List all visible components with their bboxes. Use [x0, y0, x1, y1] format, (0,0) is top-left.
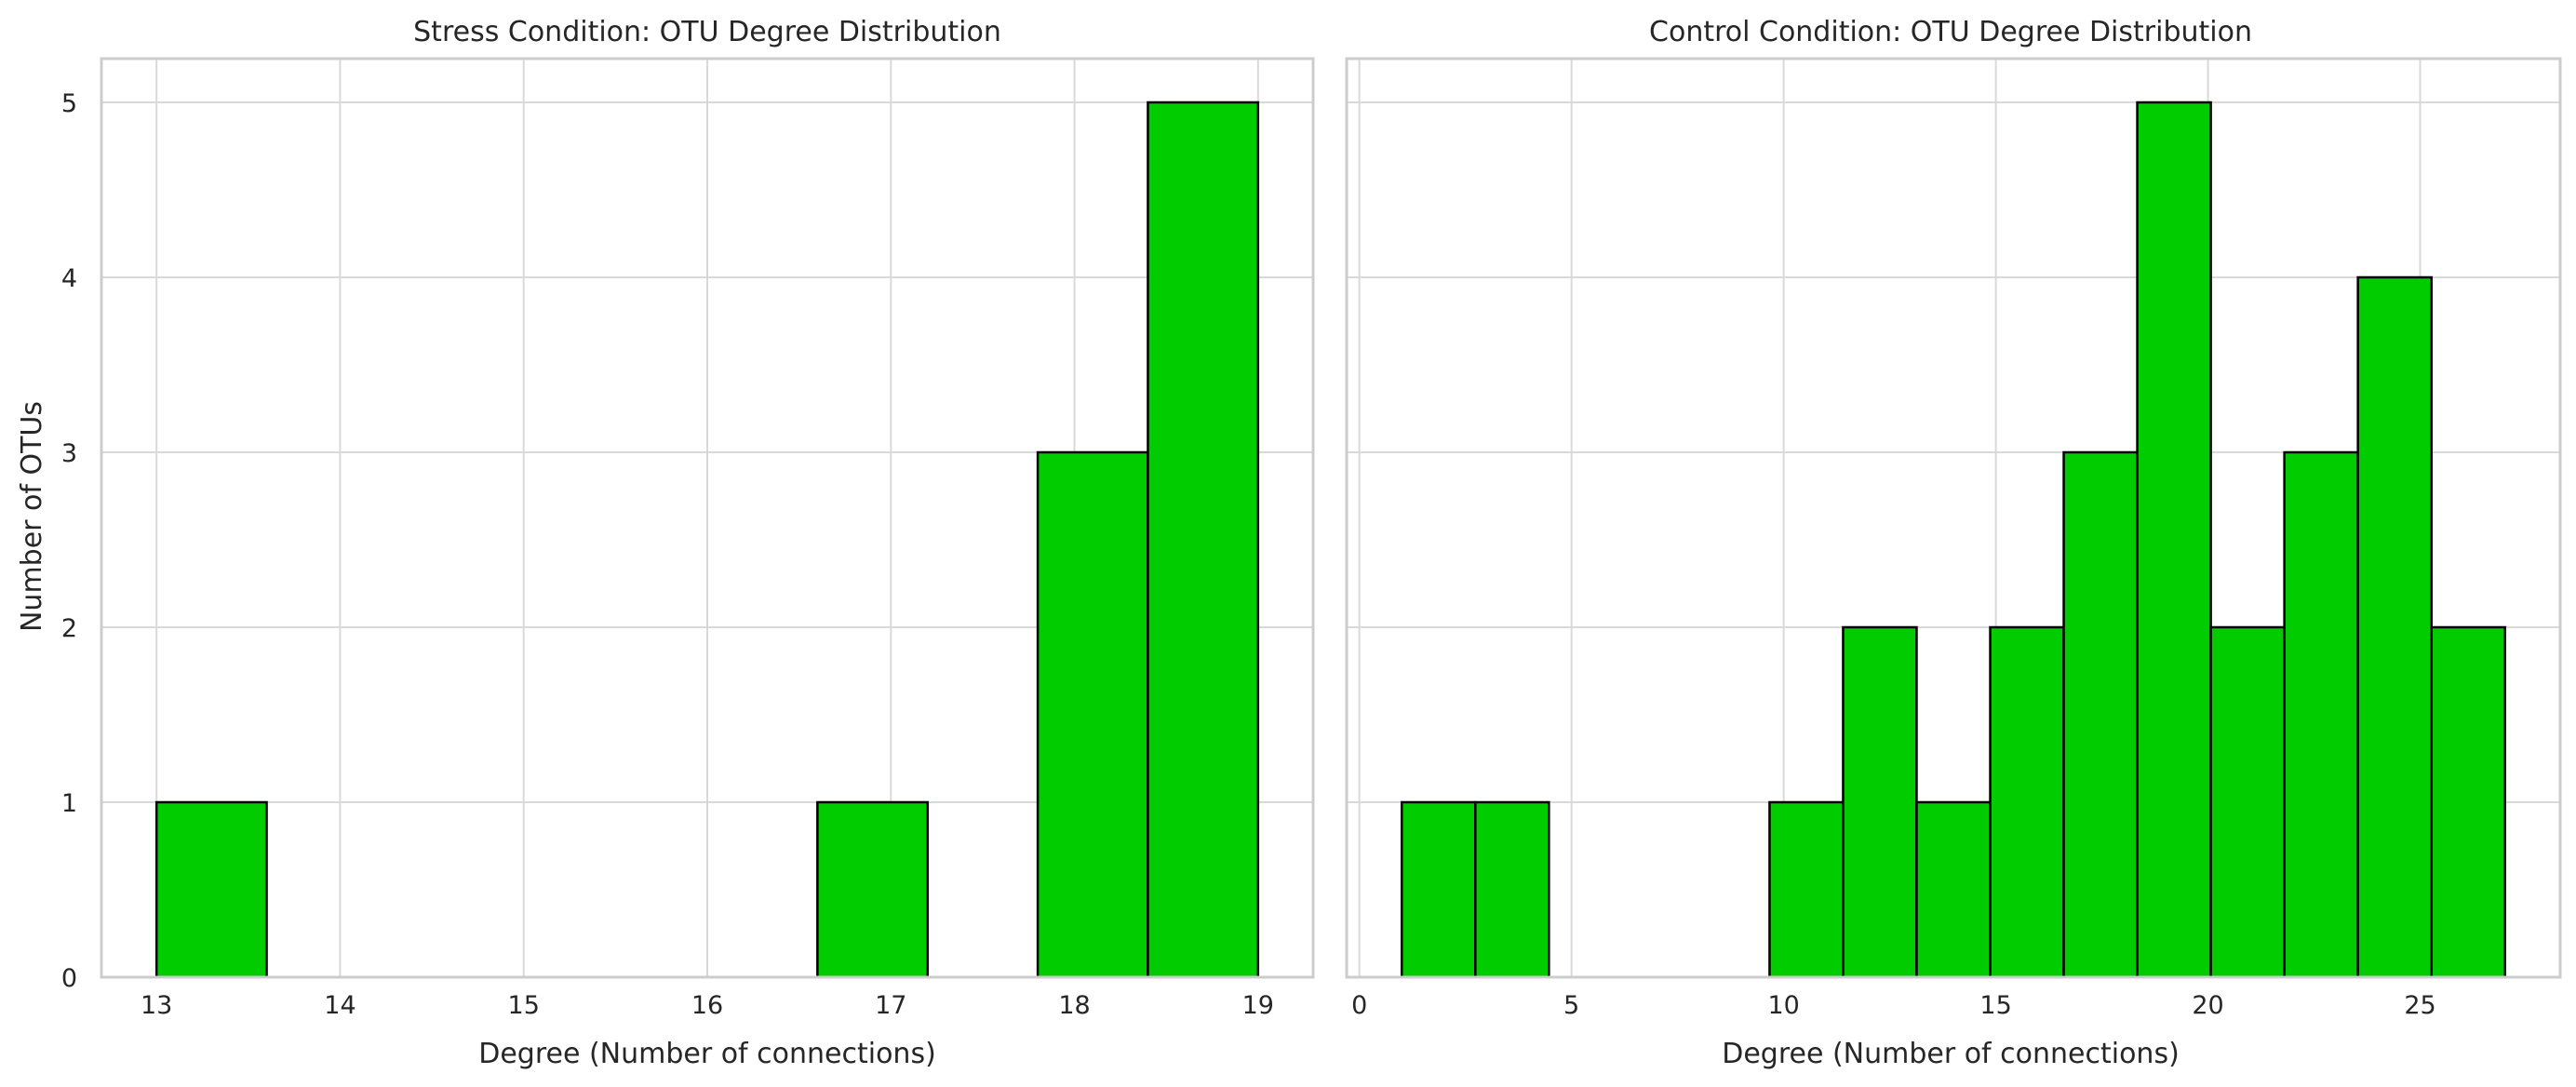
stress-x-tick-label: 14 [324, 991, 356, 1020]
control-axes-frame [1345, 57, 2562, 979]
stress-x-tick-label: 17 [875, 991, 906, 1020]
control-histogram-bar [2430, 625, 2506, 979]
stress-tick-labels: 13 14 15 16 17 18 19 0 1 2 3 4 5 [61, 89, 1274, 1020]
stress-y-tick-label: 0 [61, 964, 77, 993]
stress-y-axis-label: Number of OTUs [16, 401, 48, 632]
control-histogram-bar [1401, 800, 1477, 979]
control-x-tick-label: 5 [1563, 991, 1579, 1020]
stress-y-tick-label: 1 [61, 789, 77, 818]
stress-histogram-bar [154, 800, 268, 979]
control-histogram-bar [1989, 625, 2065, 979]
stress-y-tick-label: 2 [61, 614, 77, 643]
control-bars [1401, 101, 2506, 979]
control-histogram-bar [2136, 101, 2212, 979]
stress-y-tick-label: 3 [61, 439, 77, 468]
stress-x-tick-label: 16 [691, 991, 723, 1020]
stress-panel: Stress Condition: OTU Degree Distributio… [16, 16, 1315, 1070]
stress-x-tick-label: 18 [1058, 991, 1090, 1020]
control-histogram-bar [1915, 800, 1992, 979]
control-x-tick-label: 0 [1351, 991, 1367, 1020]
stress-y-tick-label: 5 [61, 89, 77, 118]
stress-axes-frame [100, 57, 1315, 979]
stress-histogram-bar [816, 800, 929, 979]
control-x-axis-label: Degree (Number of connections) [1722, 1038, 2180, 1070]
stress-x-tick-label: 13 [141, 991, 172, 1020]
stress-x-axis-label: Degree (Number of connections) [478, 1038, 936, 1070]
stress-bars [154, 101, 1260, 979]
control-histogram-bar [1842, 625, 1918, 979]
stress-x-tick-label: 19 [1242, 991, 1274, 1020]
stress-histogram-bar [1147, 101, 1260, 979]
control-tick-labels: 0 5 10 15 20 25 [1351, 991, 2436, 1020]
control-histogram-bar [2062, 450, 2139, 979]
control-x-tick-label: 20 [2192, 991, 2223, 1020]
stress-panel-title: Stress Condition: OTU Degree Distributio… [413, 16, 1001, 48]
control-histogram-bar [1768, 800, 1845, 979]
control-x-tick-label: 25 [2404, 991, 2435, 1020]
control-histogram-bar [1474, 800, 1550, 979]
stress-histogram-bar [1036, 450, 1149, 979]
control-histogram-bar [2356, 275, 2433, 979]
control-panel-title: Control Condition: OTU Degree Distributi… [1649, 16, 2252, 48]
stress-x-tick-label: 15 [508, 991, 540, 1020]
stress-y-tick-label: 4 [61, 264, 77, 293]
control-x-tick-label: 15 [1979, 991, 2011, 1020]
control-histogram-bar [2209, 625, 2286, 979]
control-histogram-bar [2283, 450, 2359, 979]
control-x-tick-label: 10 [1767, 991, 1799, 1020]
control-panel: Control Condition: OTU Degree Distributi… [1345, 16, 2562, 1070]
